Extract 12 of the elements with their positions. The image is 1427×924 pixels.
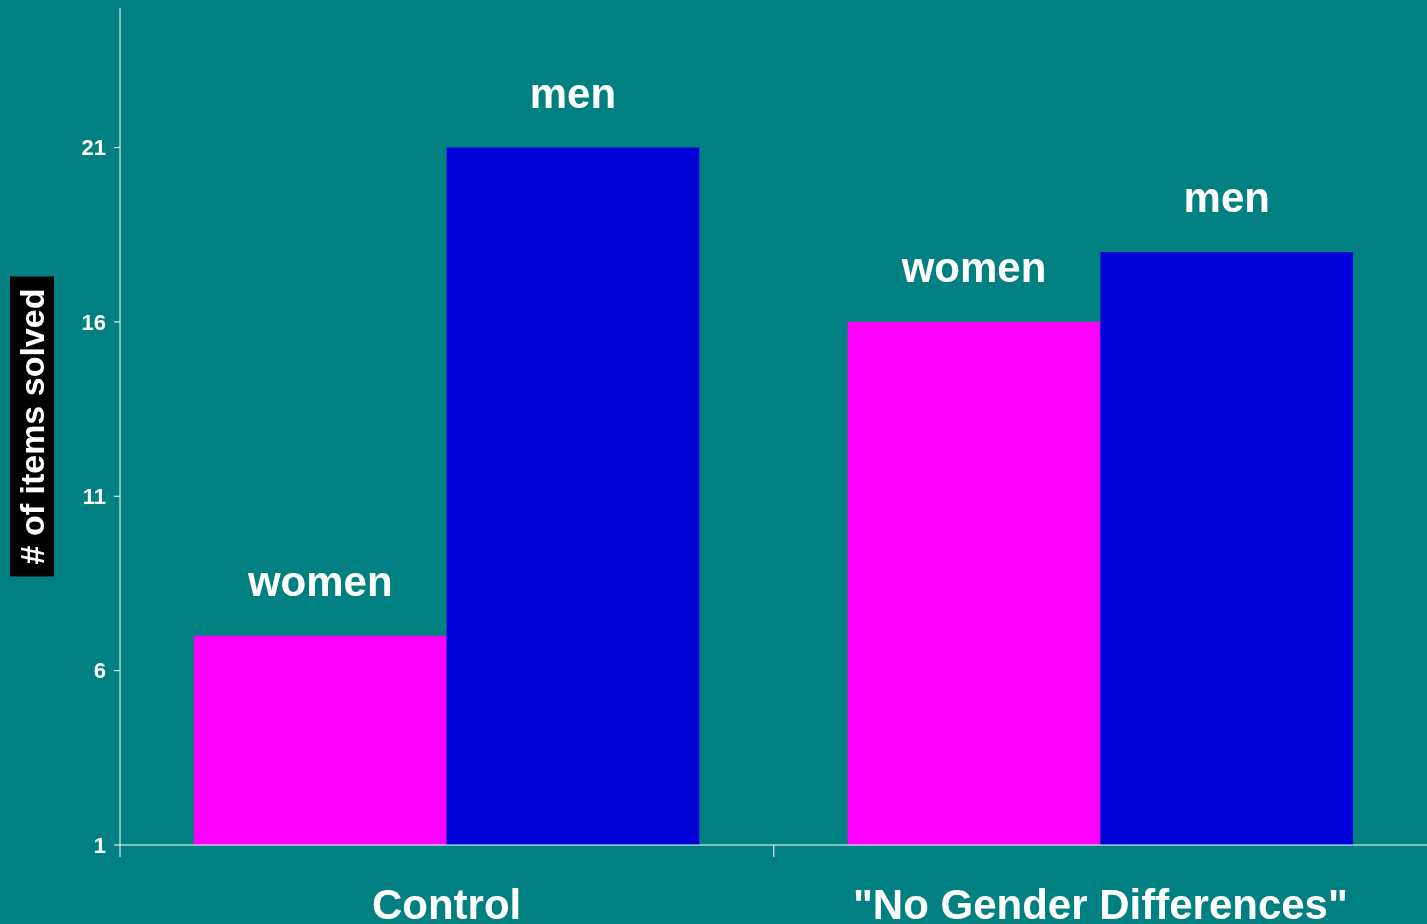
series-label: women bbox=[246, 557, 393, 605]
y-tick-label: 21 bbox=[81, 135, 106, 161]
y-tick-label: 11 bbox=[82, 483, 106, 509]
y-tick-label: 16 bbox=[81, 309, 106, 335]
text: men bbox=[1183, 174, 1270, 222]
text: women bbox=[901, 243, 1047, 291]
y-axis-title: # of items solved bbox=[12, 288, 51, 565]
y-tick-label: 6 bbox=[93, 658, 106, 684]
series-label: men bbox=[529, 69, 617, 117]
x-tick-label: Control bbox=[371, 881, 522, 924]
x-tick-label: "No Gender Differences" bbox=[852, 881, 1348, 924]
y-tick-label: 1 bbox=[93, 832, 106, 858]
